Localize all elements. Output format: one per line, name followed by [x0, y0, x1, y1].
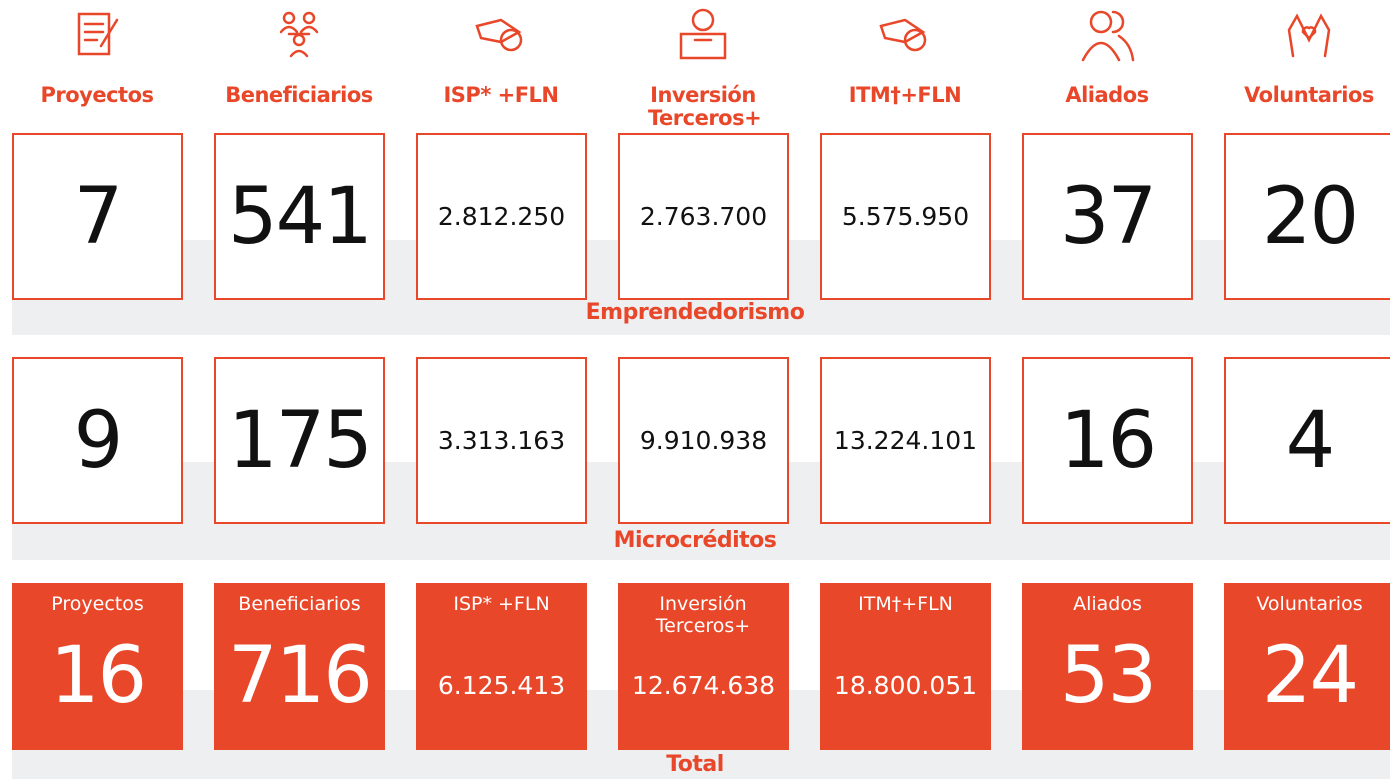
value: 9 [73, 395, 124, 486]
section-label: Emprendedorismo [585, 300, 805, 325]
value: 4 [1285, 395, 1336, 486]
icon [1081, 10, 1135, 62]
value-box: 7 [12, 133, 183, 300]
total-value: 24 [1261, 631, 1359, 721]
total-value: 12.674.638 [631, 671, 776, 700]
total-box: Aliados 53 [1022, 583, 1193, 750]
value: 3.313.163 [437, 426, 566, 455]
total-label: ISP* +FLN [453, 593, 550, 615]
total-value: 18.800.051 [833, 671, 978, 700]
column-icon [269, 6, 329, 66]
column-label: Beneficiarios [225, 83, 373, 107]
total-box: Voluntarios 24 [1224, 583, 1390, 750]
icon [279, 11, 319, 58]
total-box: Proyectos 16 [12, 583, 183, 750]
value: 5.575.950 [841, 202, 970, 231]
value: 20 [1261, 171, 1359, 262]
icon [679, 8, 727, 60]
total-value: 16 [49, 631, 147, 721]
value-box: 9.910.938 [618, 357, 789, 524]
total-label: Voluntarios [1256, 593, 1363, 615]
value: 2.763.700 [639, 202, 768, 231]
column-icon [67, 6, 127, 66]
value-box: 5.575.950 [820, 133, 991, 300]
icon [475, 18, 523, 52]
column-label: ISP* +FLN [443, 83, 559, 107]
value-box: 9 [12, 357, 183, 524]
value-box: 20 [1224, 133, 1390, 300]
value-box: 541 [214, 133, 385, 300]
value: 13.224.101 [833, 426, 978, 455]
section-label: Total [666, 752, 724, 777]
value: 37 [1059, 171, 1157, 262]
section-label: Microcréditos [613, 528, 777, 553]
total-label: Aliados [1073, 593, 1142, 615]
column-label: Voluntarios [1244, 83, 1374, 107]
total-value: 53 [1059, 631, 1157, 721]
column-label: Inversión Terceros+ [648, 83, 762, 130]
icon [77, 12, 119, 56]
value-box: 16 [1022, 357, 1193, 524]
value: 175 [228, 395, 373, 486]
column-icon [1077, 6, 1137, 66]
value-box: 2.763.700 [618, 133, 789, 300]
value: 2.812.250 [437, 202, 566, 231]
value-box: 4 [1224, 357, 1390, 524]
column-icon [471, 6, 531, 66]
value: 7 [73, 171, 124, 262]
icon [879, 18, 927, 52]
total-label: Inversión Terceros+ [655, 593, 751, 637]
total-value: 716 [228, 631, 373, 721]
column-icon [673, 6, 733, 66]
total-box: ISP* +FLN 6.125.413 [416, 583, 587, 750]
total-label: Proyectos [51, 593, 144, 615]
total-box: Beneficiarios 716 [214, 583, 385, 750]
icon [1287, 13, 1331, 58]
total-box: ITM†+FLN 18.800.051 [820, 583, 991, 750]
total-value: 6.125.413 [437, 671, 566, 700]
column-label: ITM†+FLN [848, 83, 962, 107]
value-box: 175 [214, 357, 385, 524]
column-label: Proyectos [40, 83, 154, 107]
total-label: ITM†+FLN [858, 593, 953, 615]
value: 541 [228, 171, 373, 262]
total-box: Inversión Terceros+ 12.674.638 [618, 583, 789, 750]
value-box: 3.313.163 [416, 357, 587, 524]
value: 16 [1059, 395, 1157, 486]
total-label: Beneficiarios [238, 593, 361, 615]
value-box: 2.812.250 [416, 133, 587, 300]
value-box: 37 [1022, 133, 1193, 300]
column-icon [875, 6, 935, 66]
column-icon [1279, 6, 1339, 66]
value-box: 13.224.101 [820, 357, 991, 524]
column-label: Aliados [1065, 83, 1149, 107]
value: 9.910.938 [639, 426, 768, 455]
